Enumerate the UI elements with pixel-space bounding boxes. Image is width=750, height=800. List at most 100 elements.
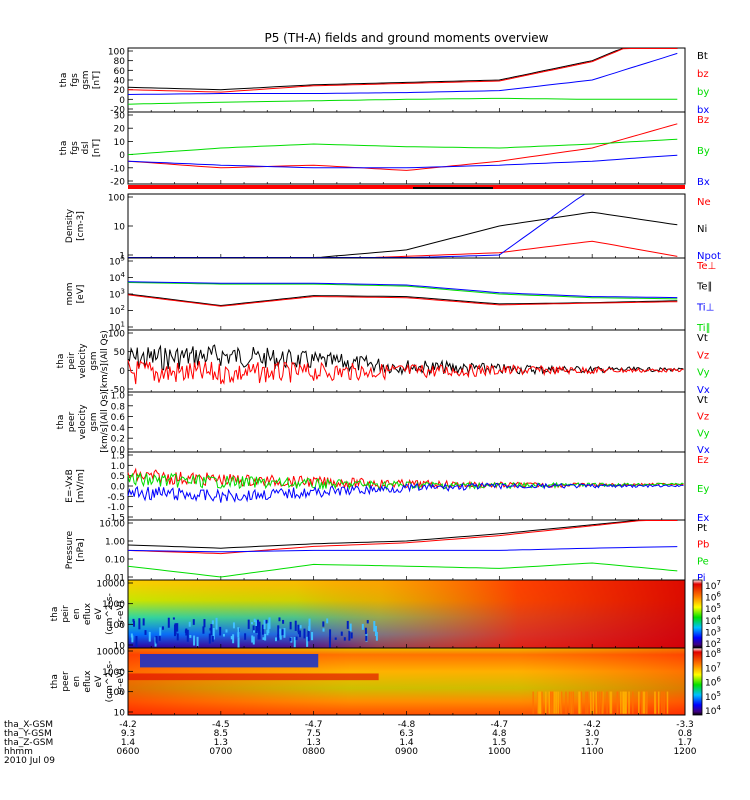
spectrogram-noise — [161, 626, 164, 630]
axis-row-value: 1100 — [581, 747, 604, 757]
axis-row-value: 1.3 — [307, 738, 321, 748]
y-tick-label: 0.4 — [111, 424, 126, 434]
spectrogram-noise — [208, 633, 211, 644]
spectrogram-noise — [590, 691, 592, 714]
panel-7 — [127, 451, 686, 521]
y-axis-label: dsl — [81, 142, 91, 155]
spectrogram-noise — [138, 618, 141, 630]
spectrogram-noise — [277, 625, 280, 637]
y-axis-label: tha — [59, 73, 69, 88]
spectrogram-noise — [252, 636, 255, 645]
axis-row-value: 6.3 — [399, 729, 413, 739]
spectrogram-noise — [545, 691, 547, 714]
spectrogram-noise — [306, 636, 309, 647]
legend-bx: bx — [697, 105, 709, 116]
spectrogram-noise — [572, 691, 574, 714]
spectrogram-band — [140, 654, 319, 668]
legend-Ey: Ey — [697, 484, 709, 495]
legend-by: by — [697, 87, 709, 98]
axis-row-value: 1.7 — [585, 738, 599, 748]
axis-row-value: 1.5 — [492, 738, 506, 748]
plot-title: P5 (TH-A) fields and ground moments over… — [265, 31, 549, 45]
panel-3 — [127, 193, 686, 259]
axis-row-value: -3.3 — [676, 720, 694, 730]
spectrogram-noise — [616, 691, 619, 714]
spectrogram-noise — [610, 691, 613, 714]
spectrogram-noise — [580, 691, 583, 714]
spectrogram-noise — [215, 617, 218, 630]
y-axis-label: tha — [56, 354, 66, 369]
spectrogram-noise — [297, 630, 300, 635]
y-tick-label: 50 — [114, 348, 126, 358]
spectrogram-noise — [592, 691, 595, 714]
y-axis-label: tha — [56, 415, 66, 430]
panel-10 — [127, 647, 703, 716]
y-tick-label: -1.5 — [107, 514, 125, 524]
spectrogram-noise — [322, 621, 325, 627]
y-axis-label: fgs — [70, 141, 80, 155]
spectrogram-noise — [550, 691, 552, 714]
y-axis-label: Pressure — [65, 530, 75, 569]
spectrogram-noise — [307, 631, 310, 642]
spectrogram-noise — [237, 627, 240, 638]
spectrogram-noise — [601, 691, 603, 714]
spectrogram-noise — [196, 636, 199, 647]
spectrogram-noise — [258, 621, 261, 634]
axis-row-value: -4.2 — [119, 720, 137, 730]
spectrogram-noise — [251, 622, 254, 625]
panel-4 — [127, 257, 686, 331]
y-tick-label: 10 — [114, 223, 126, 233]
panel-frame — [127, 451, 686, 521]
spectrogram-noise — [560, 691, 563, 714]
y-tick-label: 103 — [109, 288, 125, 301]
y-axis-label: (cm^2-s- — [105, 593, 115, 635]
spectrogram-noise — [219, 626, 222, 636]
spectrogram-noise — [632, 691, 634, 714]
axis-row-value: 0800 — [302, 747, 325, 757]
spectrogram-noise — [643, 691, 646, 714]
spectrogram-noise — [251, 635, 254, 643]
spectrogram-noise — [541, 691, 543, 714]
spectrogram-noise — [598, 691, 601, 714]
series-Pe — [127, 562, 678, 578]
spectrogram-noise — [265, 619, 268, 624]
y-axis-label: [nT] — [92, 139, 102, 157]
spectrogram-noise — [252, 630, 255, 633]
y-tick-label: 1.5 — [111, 452, 125, 462]
y-axis-label: mom — [65, 282, 75, 305]
spectrogram-noise — [253, 618, 256, 623]
spectrogram-noise — [623, 691, 626, 714]
spectrogram-noise — [189, 634, 192, 638]
legend-Npot: Npot — [697, 251, 721, 262]
series-Bt — [127, 48, 678, 91]
axis-row-value: -4.5 — [212, 720, 230, 730]
series-Te∥ — [127, 293, 678, 307]
spectrogram-noise — [552, 691, 555, 714]
y-tick-label: 0.10 — [105, 556, 125, 566]
y-axis-label: tha — [50, 674, 60, 689]
axis-row-label: tha_Y-GSM — [4, 729, 52, 739]
spectrogram-noise — [277, 634, 280, 641]
spectrogram-noise — [176, 623, 179, 632]
legend-Ni: Ni — [697, 224, 707, 235]
y-axis-label: [cm-3] — [76, 211, 86, 241]
legend-Vt: Vt — [697, 395, 708, 406]
y-tick-label: 0.01 — [105, 574, 125, 584]
y-axis-label: sr-eV) — [116, 668, 126, 694]
series-Bx — [127, 154, 678, 169]
legend-By: By — [697, 146, 710, 157]
spectrogram-noise — [308, 618, 311, 631]
axis-row-value: 3.0 — [585, 729, 600, 739]
spectrogram-noise — [343, 637, 346, 641]
spectrogram-noise — [135, 636, 138, 648]
spectrogram-noise — [193, 635, 196, 646]
y-tick-label: 0 — [119, 151, 125, 161]
spectrogram-noise — [262, 637, 265, 640]
spectrogram-noise — [585, 691, 587, 714]
y-tick-label: 0.5 — [111, 472, 125, 482]
axis-row-label: hhmm — [4, 747, 33, 757]
y-axis-label: en — [72, 676, 82, 687]
spectrogram-noise — [294, 620, 297, 631]
